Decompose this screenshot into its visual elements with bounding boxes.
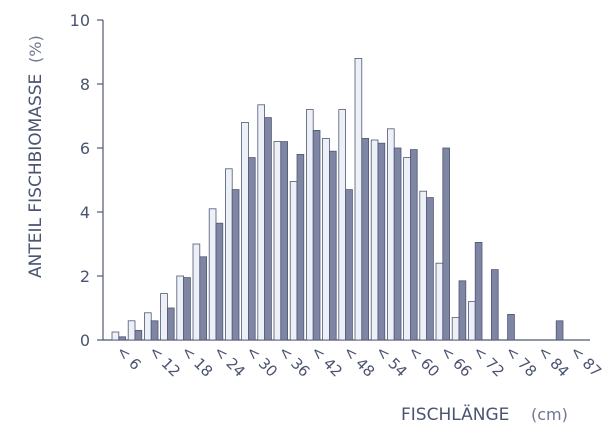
bar-series-1-14 [338,109,346,341]
bar-series-1-5 [192,243,201,341]
bar-series-2-20 [442,147,450,341]
bar-series-1-16 [370,139,379,341]
bar-series-1-19 [419,190,427,341]
bar-series-2-11 [296,153,305,341]
bar-series-1-12 [305,109,314,341]
bar-series-1-15 [354,58,363,341]
bar-series-2-14 [345,189,353,341]
bar-series-1-0 [111,331,120,341]
bar-series-2-27 [555,320,564,341]
bar-series-2-4 [183,277,191,341]
x-axis-unit: (cm) [531,405,568,424]
bar-series-1-4 [176,275,185,341]
bar-series-2-2 [150,320,159,341]
x-tick-label: < 78 [502,342,540,380]
bar-series-2-22 [474,241,483,341]
x-tick-label: < 72 [469,342,507,380]
bar-series-2-12 [312,129,321,341]
bar-series-1-10 [273,141,282,341]
x-tick-label: < 18 [178,342,216,380]
y-tick-label: 0 [80,331,90,350]
x-tick-label: < 66 [437,342,475,380]
bar-series-2-18 [409,149,418,341]
y-axis: 0 2 4 6 8 10 [70,11,104,350]
bar-series-2-6 [215,222,224,341]
bar-series-1-7 [224,168,233,341]
bar-series-2-15 [361,137,369,341]
bar-series-1-17 [386,128,395,341]
bar-series-2-0 [118,336,127,341]
bar-series-1-22 [467,301,476,341]
bar-series-2-5 [199,256,208,341]
x-axis-title: FISCHLÄNGE [401,404,509,425]
bar-series-1-9 [257,104,265,341]
x-tick-label: < 60 [405,342,443,380]
bar-series-2-10 [280,141,288,341]
bar-series-2-9 [264,117,272,341]
x-tick-label: < 87 [567,342,605,380]
x-tick-label: < 6 [113,342,145,374]
bar-series-1-18 [403,157,411,341]
x-tick-label: < 36 [275,342,313,380]
y-tick-label: 8 [80,75,90,94]
y-axis-unit: (%) [26,35,45,63]
x-tick-label: < 30 [243,342,281,380]
y-tick-label: 6 [80,139,90,158]
bar-series-2-8 [247,157,256,341]
bar-series-2-19 [426,197,434,341]
y-tick-label: 4 [80,203,90,222]
bar-series-2-16 [377,142,386,341]
bar-series-1-1 [127,320,136,341]
bar-series-1-3 [160,293,168,341]
bar-series-2-3 [166,307,175,341]
bar-series-1-20 [435,262,444,341]
y-tick-label: 10 [70,11,90,30]
bar-series-1-13 [322,137,330,341]
bar-series-1-6 [208,208,217,341]
bar-series-1-21 [451,317,460,341]
x-tick-label: < 54 [372,342,410,380]
x-tick-label: < 24 [210,342,248,380]
bar-series-2-21 [458,280,467,341]
x-tick-label: < 48 [340,342,378,380]
bar-series-2-13 [328,150,337,341]
x-tick-label: < 42 [307,342,345,380]
x-tick-labels: < 6 < 12< 18< 24< 30< 36< 42< 48< 54< 60<… [113,342,605,380]
bar-series-2-1 [134,329,143,341]
bar-series-2-24 [507,313,515,341]
y-axis-title: ANTEIL FISCHBIOMASSE [26,74,46,278]
bar-series-2-17 [393,147,402,341]
bars [111,58,564,341]
bar-series-1-11 [289,181,298,341]
x-tick-label: < 12 [145,342,183,380]
y-tick-label: 2 [80,267,90,286]
bar-series-2-23 [490,269,499,341]
bar-series-1-8 [241,122,249,341]
bar-series-2-7 [231,189,240,341]
bar-series-1-2 [143,312,152,341]
x-tick-label: < 84 [534,342,572,380]
